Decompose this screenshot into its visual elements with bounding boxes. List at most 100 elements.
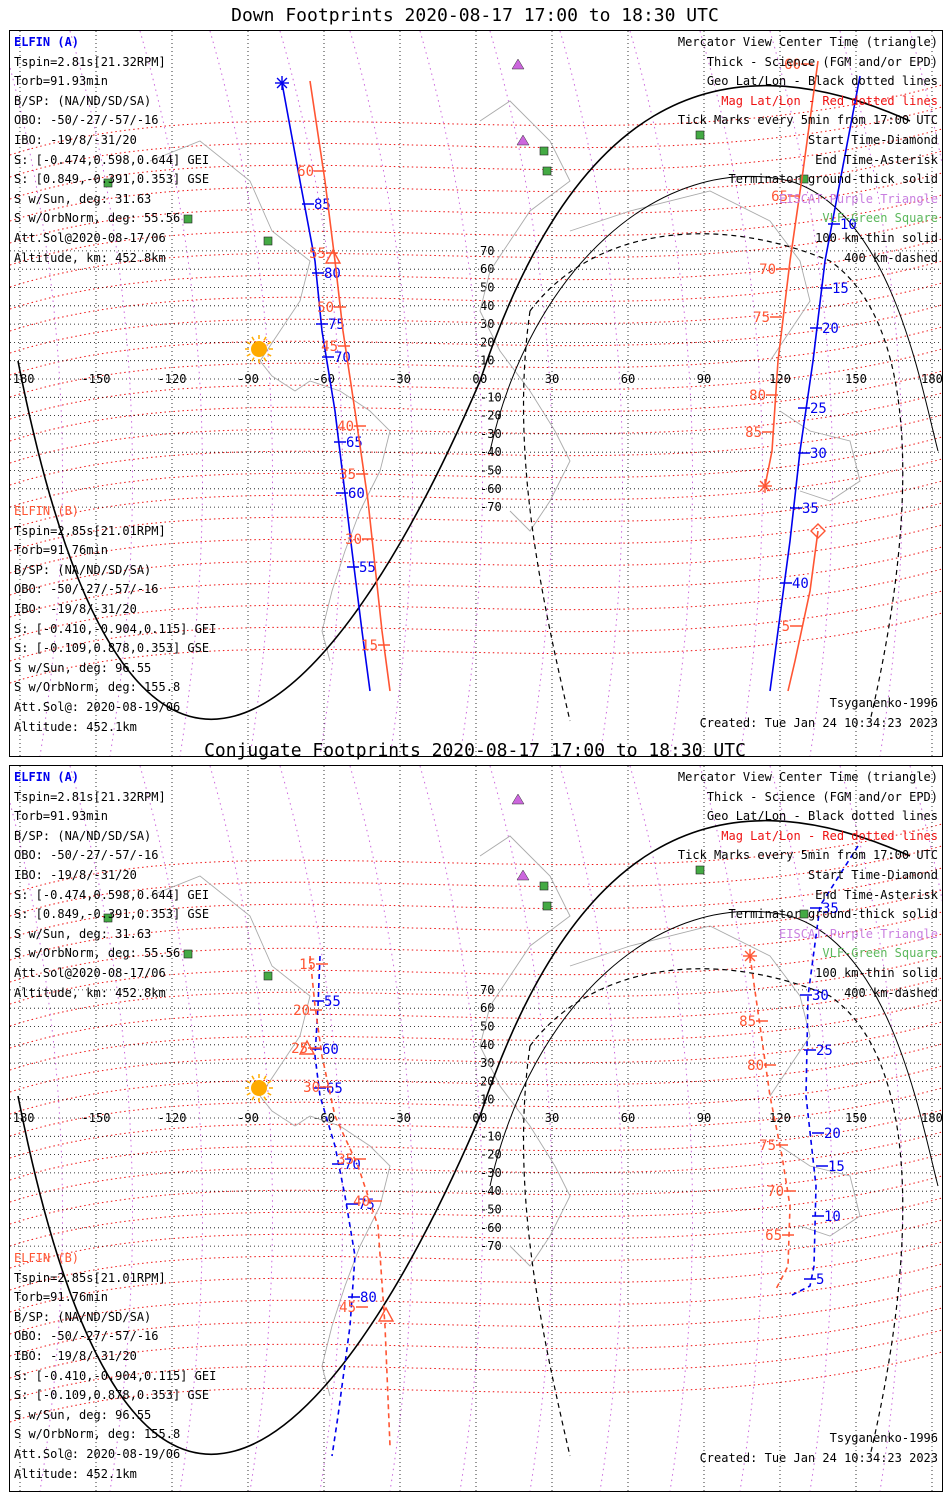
elfin-a-label: ELFIN (A) <box>14 35 80 49</box>
latitude-label: -60 <box>480 1221 502 1235</box>
mag-latitude-line <box>10 1329 942 1401</box>
elfin-a-orbnorm: S w/OrbNorm, deg: 55.56 <box>14 946 181 961</box>
elfin-a-obo: OBO: -50/-27/-57/-16 <box>14 848 159 863</box>
vlf-square <box>542 166 552 176</box>
elfin-a-obo: OBO: -50/-27/-57/-16 <box>14 113 159 128</box>
elfin-b-track-east-tick-label: 70 <box>759 262 776 278</box>
sun-ray <box>251 1075 255 1080</box>
longitude-label: 60 <box>621 1111 635 1125</box>
vlf-square <box>542 901 552 911</box>
longitude-label: 30 <box>545 1111 559 1125</box>
elfin-a-track-east-tick-label: 20 <box>824 1126 841 1142</box>
mag-latitude-line <box>10 524 942 596</box>
coastline <box>479 835 571 1047</box>
elfin-a-tspin: Tspin=2.81s[21.32RPM] <box>14 789 166 804</box>
elfin-b-bsp: B/SP: (NA/ND/SD/SA) <box>14 562 152 577</box>
elfin-a-torb: Torb=91.93min <box>14 74 108 89</box>
mag-latitude-line <box>10 436 942 508</box>
latitude-label: -30 <box>480 427 502 441</box>
elfin-b-track-tick-label: 45 <box>339 1300 356 1316</box>
sun-icon <box>251 1080 267 1096</box>
mag-latitude-line <box>10 889 942 961</box>
sun-ray <box>267 1092 272 1096</box>
elfin-b-sun: S w/Sun, deg: 96.55 <box>14 660 152 675</box>
center-time-triangle <box>324 248 342 264</box>
mag-latitude-line <box>10 480 942 552</box>
elfin-a-gei: S: [-0.474,0.598,0.644] GEI <box>14 152 210 167</box>
conjugate-footprints-panel: -180-150-120-90-60-300306090120150180706… <box>9 765 943 1492</box>
terminator-ground <box>17 819 911 1455</box>
longitude-label: 180 <box>921 372 942 386</box>
latitude-label: 50 <box>480 281 494 295</box>
sun-ray <box>267 1080 272 1084</box>
coastline <box>479 1045 571 1267</box>
latitude-label: 30 <box>480 1056 494 1070</box>
legend-line: Thick - Science (FGM and/or EPD) <box>706 789 938 804</box>
elfin-b-track-tick-label: 40 <box>337 419 354 435</box>
coastline <box>779 410 861 502</box>
mag-longitude-line <box>419 31 483 756</box>
elfin-b-gei: S: [-0.410,-0.904,0.115] GEI <box>14 1368 217 1383</box>
coastline <box>149 875 311 1127</box>
elfin-a-track-east-tick-label: 35 <box>822 901 839 917</box>
elfin-b-track-south <box>787 530 819 692</box>
latitude-label: 60 <box>480 262 494 276</box>
mag-latitude-line <box>10 304 942 376</box>
longitude-label: 120 <box>769 1111 791 1125</box>
latitude-label: -20 <box>480 409 502 423</box>
down-footprints-map: -180-150-120-90-60-300306090120150180706… <box>10 31 942 756</box>
elfin-b-track-east-tick-label: 85 <box>739 1014 756 1030</box>
longitude-label: -30 <box>389 1111 411 1125</box>
mag-latitude-line <box>10 1021 942 1093</box>
vlf-square <box>263 236 273 246</box>
elfin-a-attsol: Att.Sol@2020-08-17/06 <box>14 230 166 245</box>
legend-line: Geo Lat/Lon - Black dotted lines <box>706 74 938 89</box>
elfin-b-track-tick-label: 35 <box>337 1152 354 1168</box>
mag-latitude-line <box>10 128 942 200</box>
sun-ray <box>263 336 267 341</box>
longitude-label: -90 <box>237 1111 259 1125</box>
coastline <box>309 380 391 662</box>
legend-line: VLF-Green Square <box>822 946 938 961</box>
elfin-a-ibo: IBO: -19/8/-31/20 <box>14 132 137 147</box>
vlf-square <box>539 881 549 891</box>
end-asterisk <box>759 480 771 492</box>
elfin-b-ibo: IBO: -19/8/-31/20 <box>14 601 137 616</box>
longitude-label: 30 <box>545 372 559 386</box>
latitude-label: 0 <box>480 372 487 386</box>
legend-line: Start Time-Diamond <box>807 132 938 147</box>
elfin-a-sun: S w/Sun, deg: 31.63 <box>14 191 152 206</box>
mag-latitude-line <box>10 326 942 398</box>
elfin-a-orbnorm: S w/OrbNorm, deg: 55.56 <box>14 211 181 226</box>
elfin-b-attsol: Att.Sol@: 2020-08-19/06 <box>14 1446 181 1461</box>
latitude-label: 70 <box>480 244 494 258</box>
elfin-a-track-east-tick-label: 15 <box>832 281 849 297</box>
elfin-b-track-east-tick-label: 60 <box>784 57 801 73</box>
elfin-b-track <box>309 80 391 692</box>
elfin-b-track-east-tick-label: 85 <box>745 425 762 441</box>
sun-ray <box>267 353 272 357</box>
elfin-b-obo: OBO: -50/-27/-57/-16 <box>14 1329 159 1344</box>
coastline <box>779 1145 861 1237</box>
terminator-ground <box>17 84 911 720</box>
mag-latitude-line <box>10 845 942 917</box>
elfin-b-track-tick-label: 50 <box>317 300 334 316</box>
mag-latitude-line <box>10 1087 942 1159</box>
elfin-b-track-east-tick-label: 75 <box>759 1138 776 1154</box>
elfin-a-track-east-tick-label: 30 <box>810 446 827 462</box>
sun-ray <box>251 336 255 341</box>
legend-line: Start Time-Diamond <box>807 867 938 882</box>
mag-longitude-line <box>349 766 413 1491</box>
latitude-label: 40 <box>480 299 494 313</box>
sun-ray <box>267 341 272 345</box>
terminator-100km <box>489 176 939 452</box>
longitude-label: -90 <box>237 372 259 386</box>
legend-line: End Time-Asterisk <box>815 152 938 167</box>
mag-latitude-line <box>10 823 942 895</box>
latitude-label: 70 <box>480 983 494 997</box>
panel2-title: Conjugate Footprints 2020-08-17 17:00 to… <box>204 740 746 761</box>
elfin-a-track-tick-label: 75 <box>328 317 345 333</box>
latitude-label: 50 <box>480 1020 494 1034</box>
coastline <box>569 925 811 1097</box>
model-name: Tsyganenko-1996 <box>829 1431 938 1445</box>
